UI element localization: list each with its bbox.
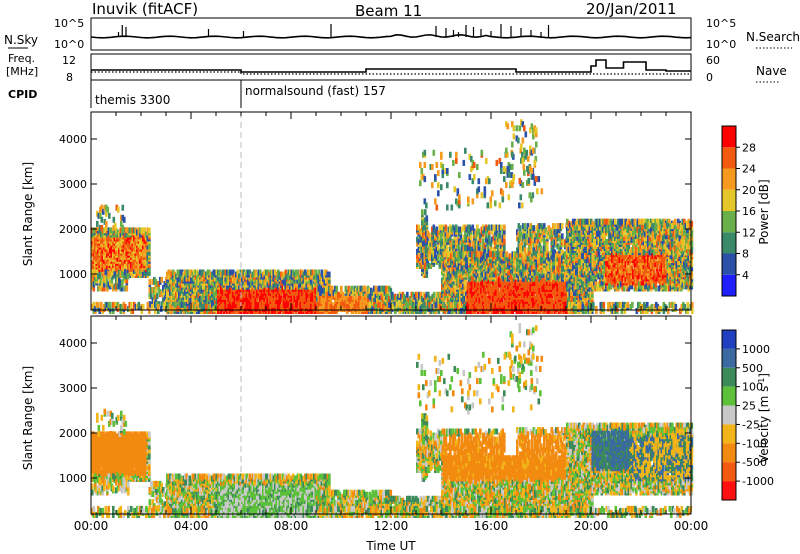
nsky-panel: N.Sky 10^5 10^0 10^5 10^0 N.Search bbox=[4, 17, 800, 51]
freq-tick-top: 12 bbox=[62, 54, 76, 67]
heatmap-cell bbox=[101, 217, 104, 223]
heatmap-cell bbox=[506, 251, 509, 257]
power-data bbox=[91, 119, 694, 314]
nave-tick-bottom: 0 bbox=[706, 71, 713, 84]
heatmap-cell bbox=[426, 215, 429, 221]
nsearch-tick-top: 10^5 bbox=[706, 17, 736, 30]
heatmap-cell bbox=[445, 225, 448, 231]
heatmap-cell bbox=[499, 233, 502, 239]
heatmap-cell bbox=[125, 227, 128, 233]
heatmap-cell bbox=[122, 205, 125, 211]
nave-trace bbox=[91, 72, 691, 74]
nsky-label: N.Sky bbox=[4, 33, 38, 47]
date-title: 20/Jan/2011 bbox=[586, 0, 677, 18]
heatmap-cell bbox=[488, 225, 491, 231]
freq-tick-bottom: 8 bbox=[66, 71, 73, 84]
heatmap-cell bbox=[122, 225, 125, 231]
heatmap-cell bbox=[421, 209, 424, 215]
heatmap-cell bbox=[488, 235, 491, 241]
station-title: Inuvik (fitACF) bbox=[92, 0, 198, 18]
freq-trace bbox=[91, 60, 691, 72]
heatmap-cell bbox=[105, 221, 108, 227]
heatmap-cell bbox=[126, 286, 129, 292]
heatmap-cell bbox=[127, 273, 130, 279]
heatmap-cell bbox=[117, 207, 120, 213]
heatmap-cell bbox=[105, 269, 108, 275]
heatmap-cell bbox=[108, 213, 111, 219]
heatmap-cell bbox=[149, 279, 152, 285]
heatmap-cell bbox=[297, 270, 300, 276]
nsky-spikes bbox=[119, 24, 549, 37]
heatmap-cell bbox=[336, 286, 339, 292]
heatmap-cell bbox=[424, 263, 427, 269]
heatmap-cell bbox=[470, 235, 473, 241]
heatmap-cell bbox=[328, 272, 331, 278]
heatmap-cell bbox=[96, 221, 99, 227]
nsearch-label: N.Search bbox=[746, 30, 800, 44]
heatmap-cell bbox=[123, 217, 126, 223]
heatmap-cell bbox=[107, 207, 110, 213]
nave-label: Nave bbox=[756, 64, 787, 78]
nsky-trace bbox=[91, 35, 691, 38]
heatmap-cell bbox=[433, 292, 436, 298]
freq-label-1: Freq. bbox=[8, 52, 35, 65]
nave-tick-top: 60 bbox=[706, 54, 720, 67]
cpid-segment-1: themis 3300 bbox=[95, 93, 170, 107]
beam-title: Beam 11 bbox=[355, 2, 422, 20]
heatmap-cell bbox=[424, 225, 427, 231]
heatmap-cell bbox=[364, 286, 367, 292]
heatmap-cell bbox=[503, 225, 506, 231]
cpid-label: CPID bbox=[8, 88, 37, 101]
nsky-frame bbox=[91, 18, 691, 50]
heatmap-cell bbox=[156, 293, 159, 299]
freq-frame bbox=[91, 54, 691, 80]
cpid-panel: CPID themis 3300 normalsound (fast) 157 bbox=[8, 80, 386, 108]
heatmap-cell bbox=[101, 225, 104, 231]
heatmap-cell bbox=[113, 217, 116, 223]
freq-panel: Freq. [MHz] 12 8 60 0 Nave bbox=[6, 52, 787, 84]
freq-label-2: [MHz] bbox=[6, 65, 38, 78]
heatmap-cell bbox=[148, 227, 151, 233]
heatmap-cell bbox=[340, 286, 343, 292]
nsky-tick-top: 10^5 bbox=[54, 17, 84, 30]
cpid-segment-2: normalsound (fast) 157 bbox=[245, 84, 386, 98]
heatmap-cell bbox=[406, 292, 409, 298]
nsearch-tick-bottom: 10^0 bbox=[706, 38, 736, 51]
nsky-tick-bottom: 10^0 bbox=[54, 38, 84, 51]
heatmap-cell bbox=[321, 270, 324, 276]
heatmap-cell bbox=[424, 209, 427, 215]
heatmap-cell bbox=[161, 277, 164, 283]
heatmap-cell bbox=[114, 223, 117, 229]
heatmap-cell bbox=[325, 286, 328, 292]
heatmap-cell bbox=[503, 239, 506, 245]
